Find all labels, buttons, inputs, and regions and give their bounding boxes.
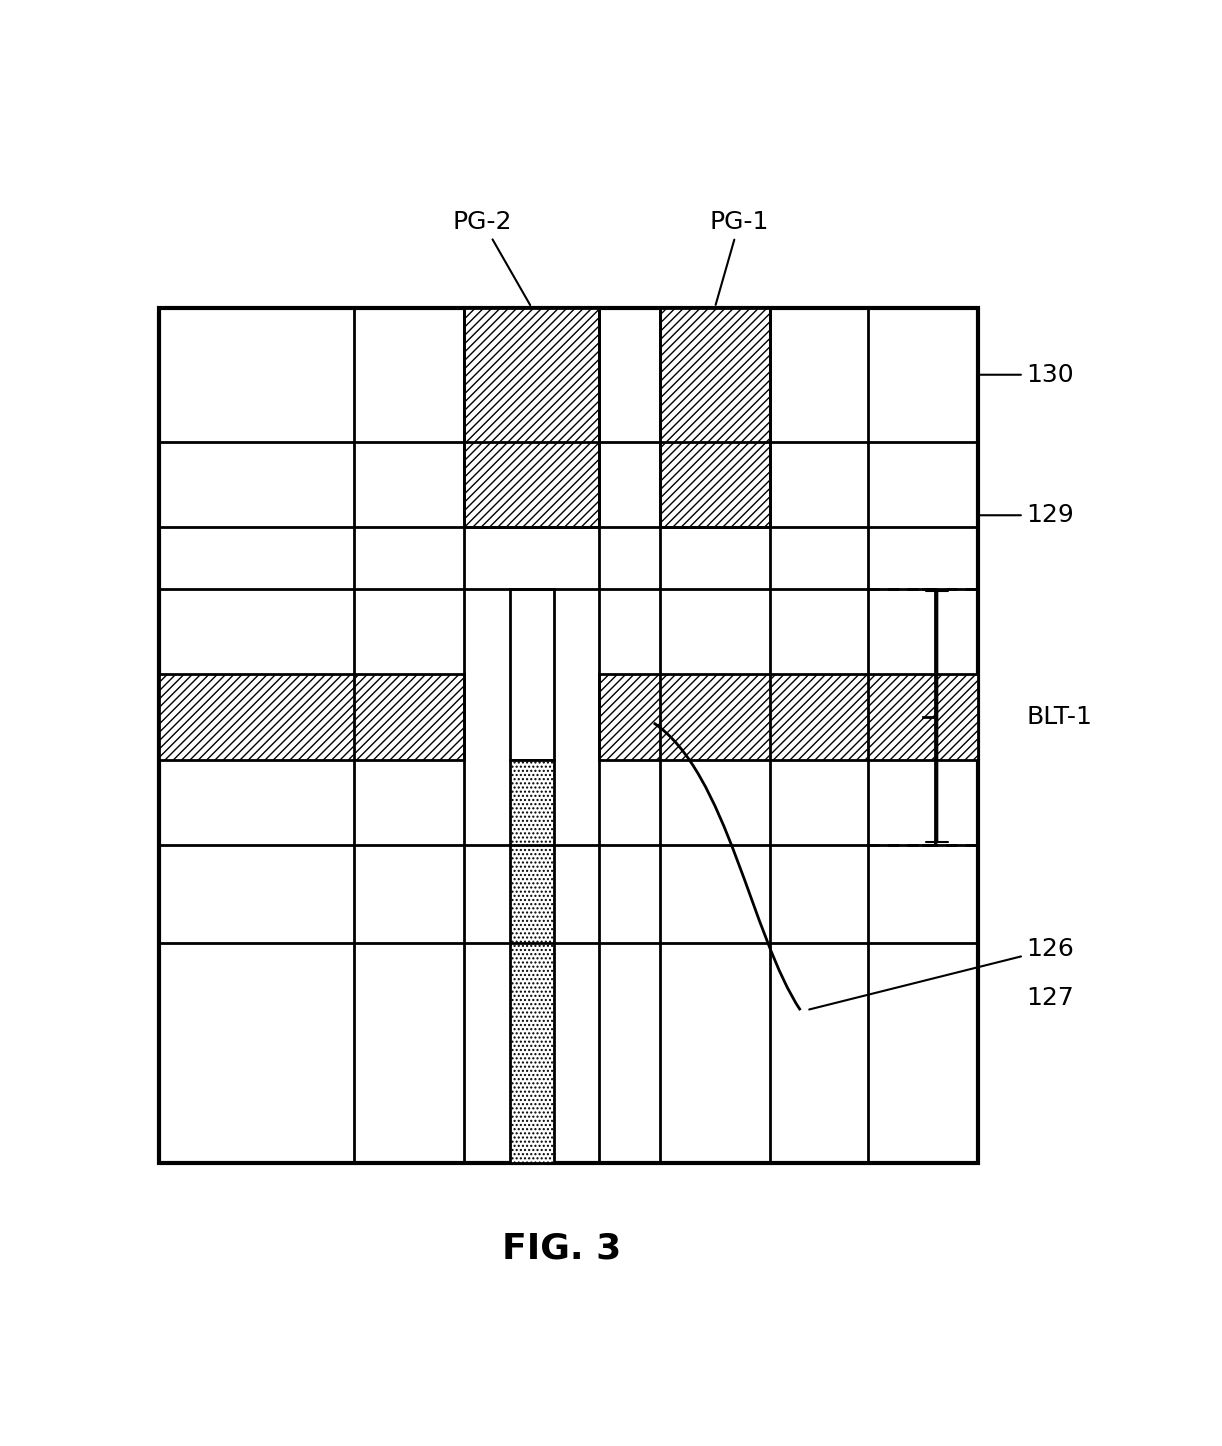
Text: 127: 127 xyxy=(1026,986,1074,1009)
Text: 130: 130 xyxy=(980,363,1074,386)
Text: BLT-1: BLT-1 xyxy=(1026,704,1092,729)
Polygon shape xyxy=(510,589,554,759)
Text: FIG. 3: FIG. 3 xyxy=(502,1232,622,1265)
Polygon shape xyxy=(599,674,978,759)
Text: PG-2: PG-2 xyxy=(453,210,530,305)
Polygon shape xyxy=(159,674,464,759)
Polygon shape xyxy=(660,308,770,528)
Text: 129: 129 xyxy=(980,503,1074,528)
Text: PG-1: PG-1 xyxy=(710,210,769,305)
Polygon shape xyxy=(464,308,599,528)
Polygon shape xyxy=(510,759,554,1163)
Text: 126: 126 xyxy=(809,937,1074,1009)
